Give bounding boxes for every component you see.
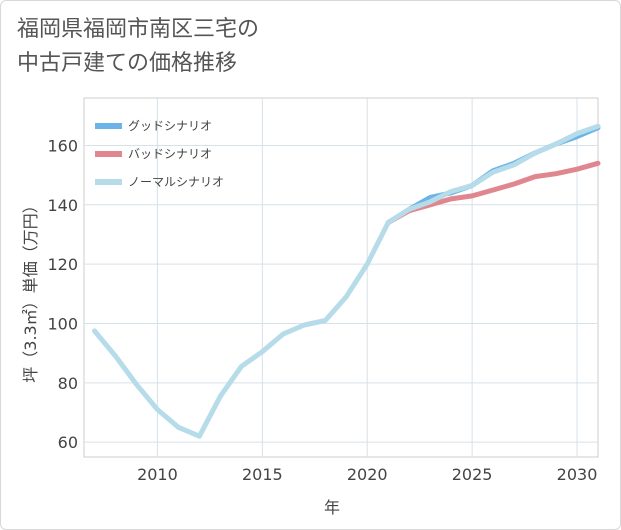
series-line-3 [92,123,601,439]
legend-label-1: グッドシナリオ [128,119,212,133]
y-axis-ticks: 60 80 100 120 140 160 [47,136,78,452]
x-tick-label-2015: 2015 [242,465,283,484]
y-tick-label-140: 140 [47,196,78,215]
grid-lines [84,98,598,457]
y-tick-label-80: 80 [58,374,78,393]
legend-label-3: ノーマルシナリオ [128,175,224,189]
plot-area [83,97,599,458]
y-tick-label-120: 120 [47,255,78,274]
x-axis-title: 年 [324,498,340,517]
y-tick-label-100: 100 [47,314,78,333]
x-tick-label-2030: 2030 [557,465,598,484]
x-tick-label-2025: 2025 [452,465,493,484]
x-tick-label-2010: 2010 [137,465,178,484]
y-axis-title: 坪（3.3㎡）単価（万円） [21,197,40,382]
series-layer [92,123,601,439]
y-tick-label-60: 60 [58,433,78,452]
chart-title: 福岡県福岡市南区三宅の 中古戸建ての価格推移 [17,17,260,76]
y-tick-label-160: 160 [47,136,78,155]
x-axis-ticks: 2010 2015 2020 2025 2030 [137,465,597,484]
x-tick-label-2020: 2020 [347,465,388,484]
legend-label-2: バッドシナリオ [128,147,212,161]
